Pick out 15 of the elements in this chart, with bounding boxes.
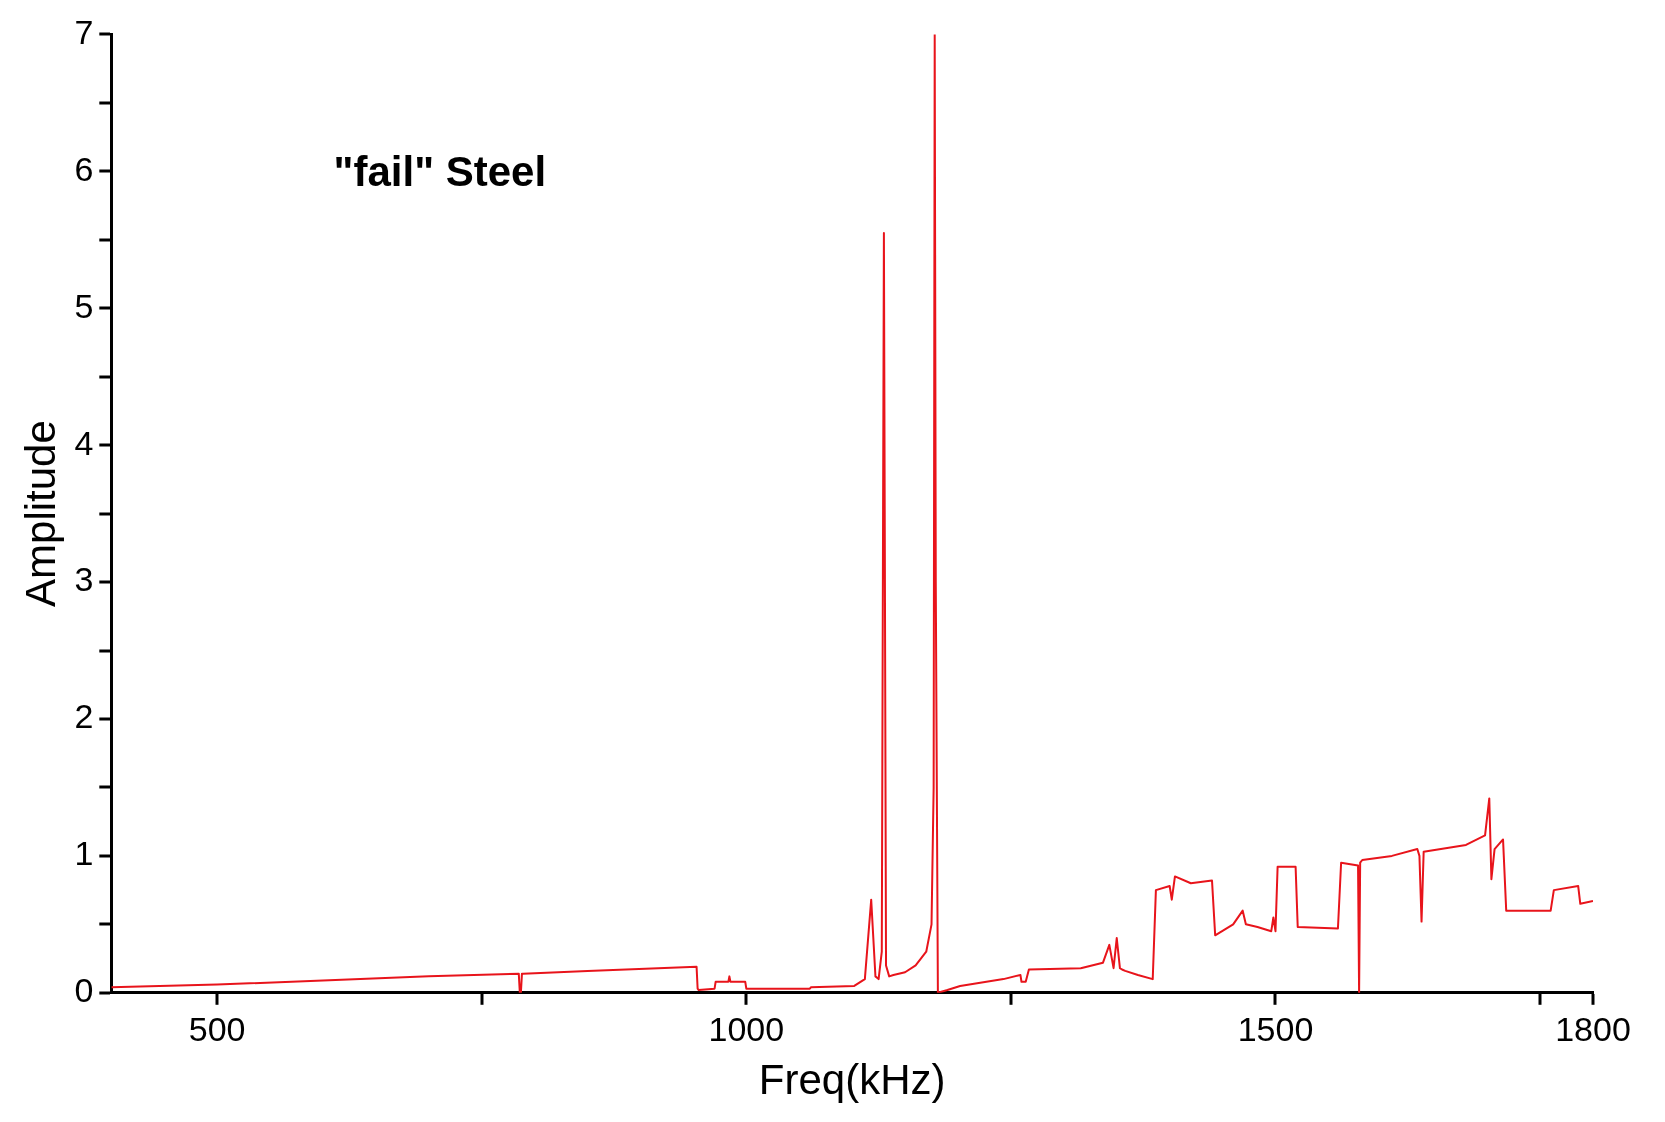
y-tick-label: 4 xyxy=(74,423,94,462)
x-tick-label: 500 xyxy=(188,1009,246,1048)
y-tick-label: 0 xyxy=(74,971,94,1010)
x-axis-title: Freq(kHz) xyxy=(758,1056,946,1104)
y-tick-label: 2 xyxy=(74,697,94,736)
x-tick-label: 1800 xyxy=(1555,1009,1631,1048)
y-tick-label: 1 xyxy=(74,834,94,873)
y-tick-label: 3 xyxy=(74,560,94,599)
y-tick-label: 5 xyxy=(74,286,94,325)
y-tick-label: 7 xyxy=(74,12,94,51)
y-axis-title: Amplitude xyxy=(16,420,64,607)
x-tick-label: 1500 xyxy=(1237,1009,1314,1048)
x-tick-label: 1000 xyxy=(708,1009,785,1048)
annotation: "fail" Steel xyxy=(333,147,547,195)
y-tick-label: 6 xyxy=(74,149,94,188)
